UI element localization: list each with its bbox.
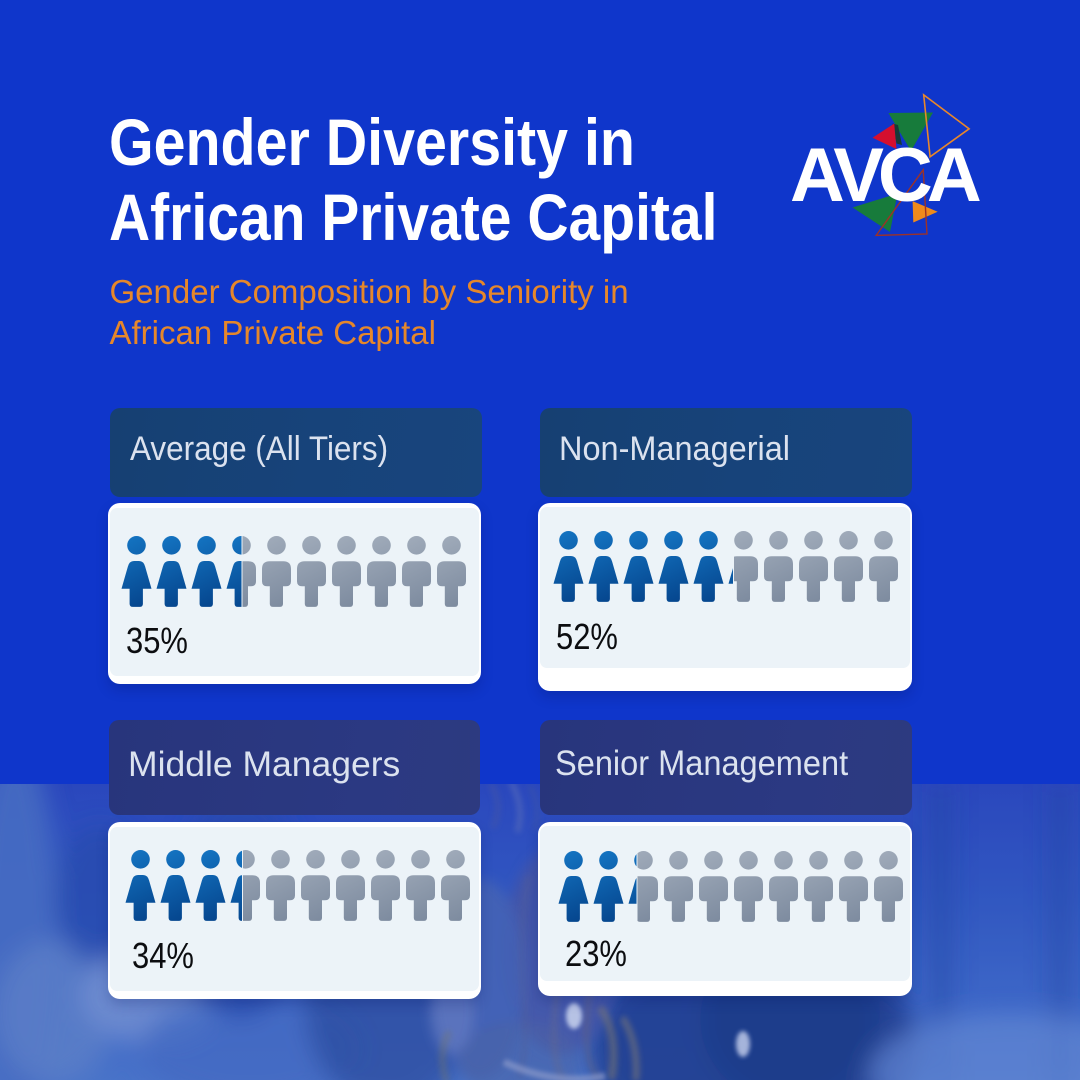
svg-text:AVCA: AVCA: [790, 133, 980, 218]
